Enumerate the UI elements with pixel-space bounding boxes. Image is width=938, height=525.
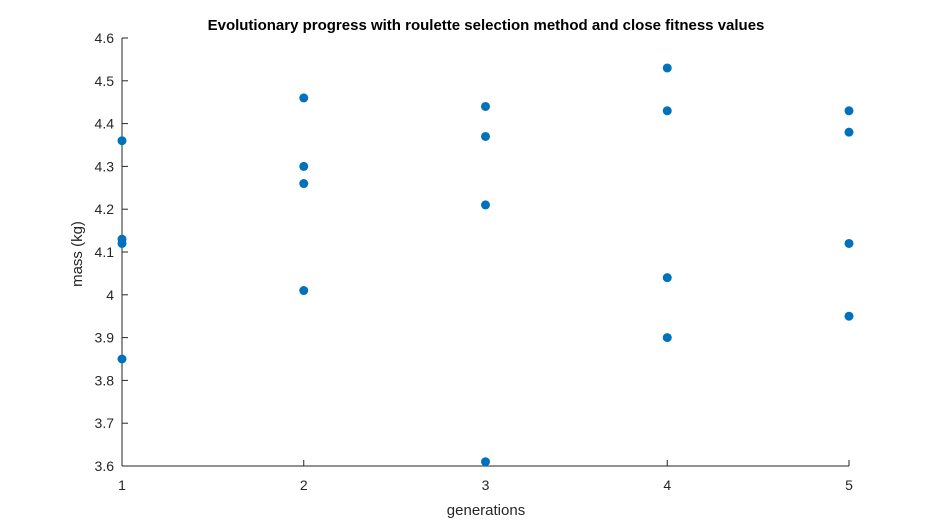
y-tick-label: 4.1 — [95, 244, 115, 260]
x-tick-label: 1 — [118, 477, 126, 493]
y-tick-label: 4.5 — [95, 73, 115, 89]
data-point — [299, 93, 309, 103]
data-point — [299, 179, 309, 189]
data-point — [481, 131, 490, 141]
y-tick-label: 3.8 — [95, 372, 115, 388]
y-tick-label: 3.7 — [95, 415, 115, 431]
data-point — [117, 354, 127, 364]
data-point — [481, 457, 490, 467]
data-point — [662, 273, 672, 283]
ticks-layer: 1 2 3 4 5 3.6 3.7 3.8 3.9 4 4.1 4.2 4.3 4.4 4.5 4.6 — [95, 30, 854, 493]
data-point — [662, 63, 672, 73]
points-layer — [117, 63, 854, 467]
data-point — [844, 238, 854, 248]
data-point — [299, 161, 309, 171]
data-point — [299, 286, 309, 296]
y-tick-label: 4.6 — [95, 30, 115, 46]
x-tick-label: 5 — [845, 477, 853, 493]
chart-title: Evolutionary progress with roulette sele… — [208, 17, 765, 34]
y-tick-label: 4.4 — [95, 116, 115, 132]
x-tick-label: 4 — [663, 477, 671, 493]
data-point — [844, 106, 854, 116]
data-point — [117, 238, 127, 248]
data-point — [844, 311, 854, 321]
y-tick-label: 3.9 — [95, 330, 115, 346]
x-tick-label: 3 — [482, 477, 490, 493]
data-point — [662, 106, 672, 116]
y-tick-label: 4.2 — [95, 201, 115, 217]
y-tick-label: 3.6 — [95, 458, 115, 474]
data-point — [481, 101, 490, 111]
y-tick-label: 4.3 — [95, 158, 115, 174]
y-axis-label: mass (kg) — [69, 221, 86, 287]
data-point — [117, 136, 127, 146]
data-point — [481, 200, 490, 210]
x-tick-label: 2 — [300, 477, 308, 493]
x-axis-label: generations — [447, 502, 525, 519]
data-point — [844, 127, 854, 137]
y-tick-label: 4 — [106, 287, 114, 303]
data-point — [662, 333, 672, 343]
